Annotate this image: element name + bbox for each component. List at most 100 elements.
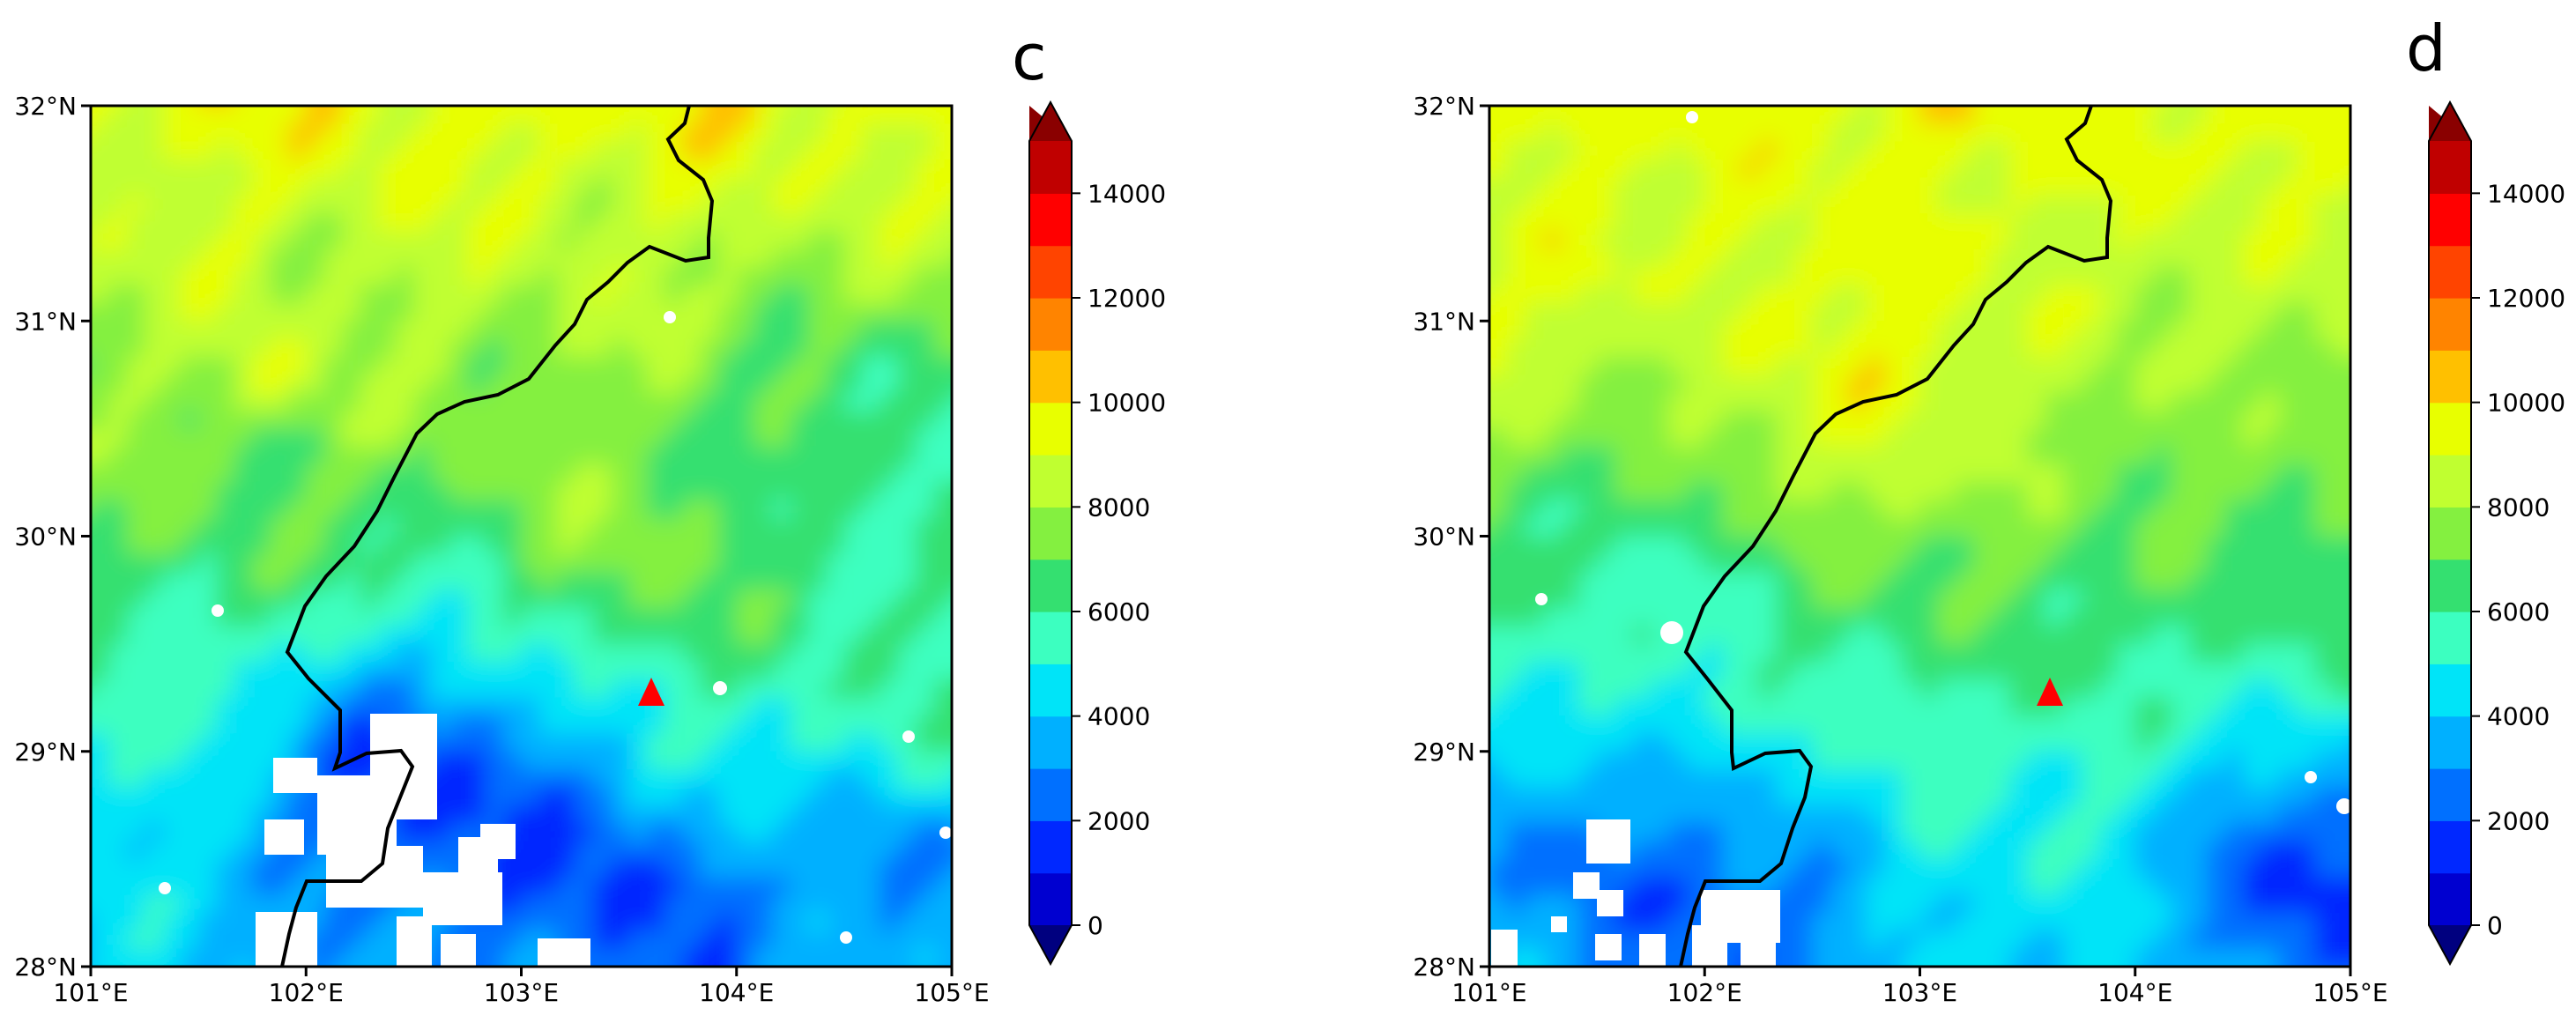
field-cell	[360, 356, 379, 376]
field-cell	[880, 285, 899, 304]
field-cell	[1704, 553, 1724, 574]
field-cell	[180, 248, 200, 269]
field-cell	[736, 106, 756, 125]
field-cell	[2153, 428, 2172, 448]
field-cell	[198, 589, 218, 609]
field-cell	[1489, 159, 1509, 179]
field-cell	[180, 177, 200, 196]
field-cell	[790, 858, 810, 878]
field-cell	[1991, 213, 2011, 233]
field-cell	[2171, 374, 2190, 394]
field-cell	[2063, 912, 2082, 932]
field-cell	[252, 70, 271, 88]
field-cell	[664, 159, 684, 179]
field-cell	[2117, 500, 2136, 520]
field-cell	[808, 823, 828, 842]
field-cell	[503, 231, 523, 250]
field-cell	[1597, 285, 1616, 304]
field-cell	[592, 213, 612, 233]
field-cell	[952, 895, 970, 914]
field-cell	[718, 482, 738, 501]
field-cell	[2117, 572, 2136, 591]
field-cell	[575, 553, 594, 574]
field-cell	[1776, 769, 1796, 789]
field-cell	[538, 195, 559, 215]
field-cell	[2081, 733, 2101, 752]
field-cell	[862, 589, 881, 609]
field-cell	[646, 213, 666, 233]
field-cell	[1578, 572, 1599, 591]
field-cell	[108, 661, 128, 681]
field-cell	[2045, 626, 2065, 645]
field-cell	[413, 338, 433, 358]
field-cell	[1489, 302, 1509, 322]
missing-data-patch	[264, 819, 304, 855]
field-cell	[736, 518, 756, 537]
field-cell	[969, 339, 988, 358]
field-cell	[467, 248, 486, 269]
field-cell	[2153, 679, 2172, 699]
field-cell	[628, 177, 648, 196]
field-cell	[503, 572, 523, 591]
field-cell	[216, 984, 234, 1003]
colorbar-segment	[1029, 820, 1072, 874]
field-cell	[1578, 392, 1599, 412]
field-cell	[1453, 393, 1472, 411]
field-cell	[1956, 589, 1975, 609]
field-cell	[1453, 285, 1472, 304]
field-cell	[180, 912, 200, 932]
field-cell	[216, 912, 235, 932]
field-cell	[2045, 536, 2065, 555]
field-cell	[952, 177, 970, 196]
field-cell	[323, 302, 343, 322]
field-cell	[1686, 536, 1706, 555]
field-cell	[1919, 231, 1939, 250]
field-cell	[145, 697, 164, 717]
field-cell	[198, 356, 218, 376]
field-cell	[1651, 823, 1670, 842]
field-cell	[952, 213, 970, 232]
field-cell	[2009, 607, 2029, 627]
field-cell	[575, 177, 594, 196]
field-cell	[1668, 804, 1688, 825]
y-tick-label: 28°N	[14, 953, 77, 982]
field-cell	[2171, 804, 2190, 825]
field-cell	[1740, 697, 1760, 717]
missing-data-patch	[441, 934, 476, 967]
field-cell	[1578, 536, 1599, 555]
field-cell	[306, 141, 325, 161]
field-cell	[1866, 679, 1885, 699]
field-cell	[952, 196, 970, 214]
field-cell	[897, 697, 917, 717]
field-cell	[1919, 841, 1939, 860]
field-cell	[897, 267, 917, 286]
field-cell	[1686, 159, 1706, 179]
field-cell	[664, 697, 684, 717]
field-cell	[252, 679, 271, 699]
field-cell	[808, 123, 828, 143]
field-cell	[2045, 482, 2065, 501]
field-cell	[108, 894, 128, 914]
field-cell	[736, 912, 756, 932]
field-cell	[808, 679, 828, 699]
field-cell	[1525, 715, 1545, 735]
field-cell	[1883, 177, 1904, 196]
field-cell	[108, 679, 128, 699]
field-cell	[1883, 877, 1904, 896]
field-cell	[323, 356, 343, 376]
field-cell	[933, 338, 952, 358]
field-cell	[1758, 643, 1778, 663]
field-cell	[1740, 231, 1760, 250]
field-cell	[611, 411, 630, 430]
field-cell	[1507, 823, 1526, 842]
field-cell	[1615, 553, 1634, 574]
field-cell	[449, 356, 469, 376]
field-cell	[1525, 123, 1545, 143]
field-cell	[592, 464, 612, 484]
field-cell	[1578, 231, 1599, 250]
field-cell	[790, 697, 810, 717]
field-cell	[485, 518, 505, 537]
field-cell	[916, 572, 935, 591]
field-cell	[1561, 285, 1580, 304]
field-cell	[1525, 751, 1545, 771]
